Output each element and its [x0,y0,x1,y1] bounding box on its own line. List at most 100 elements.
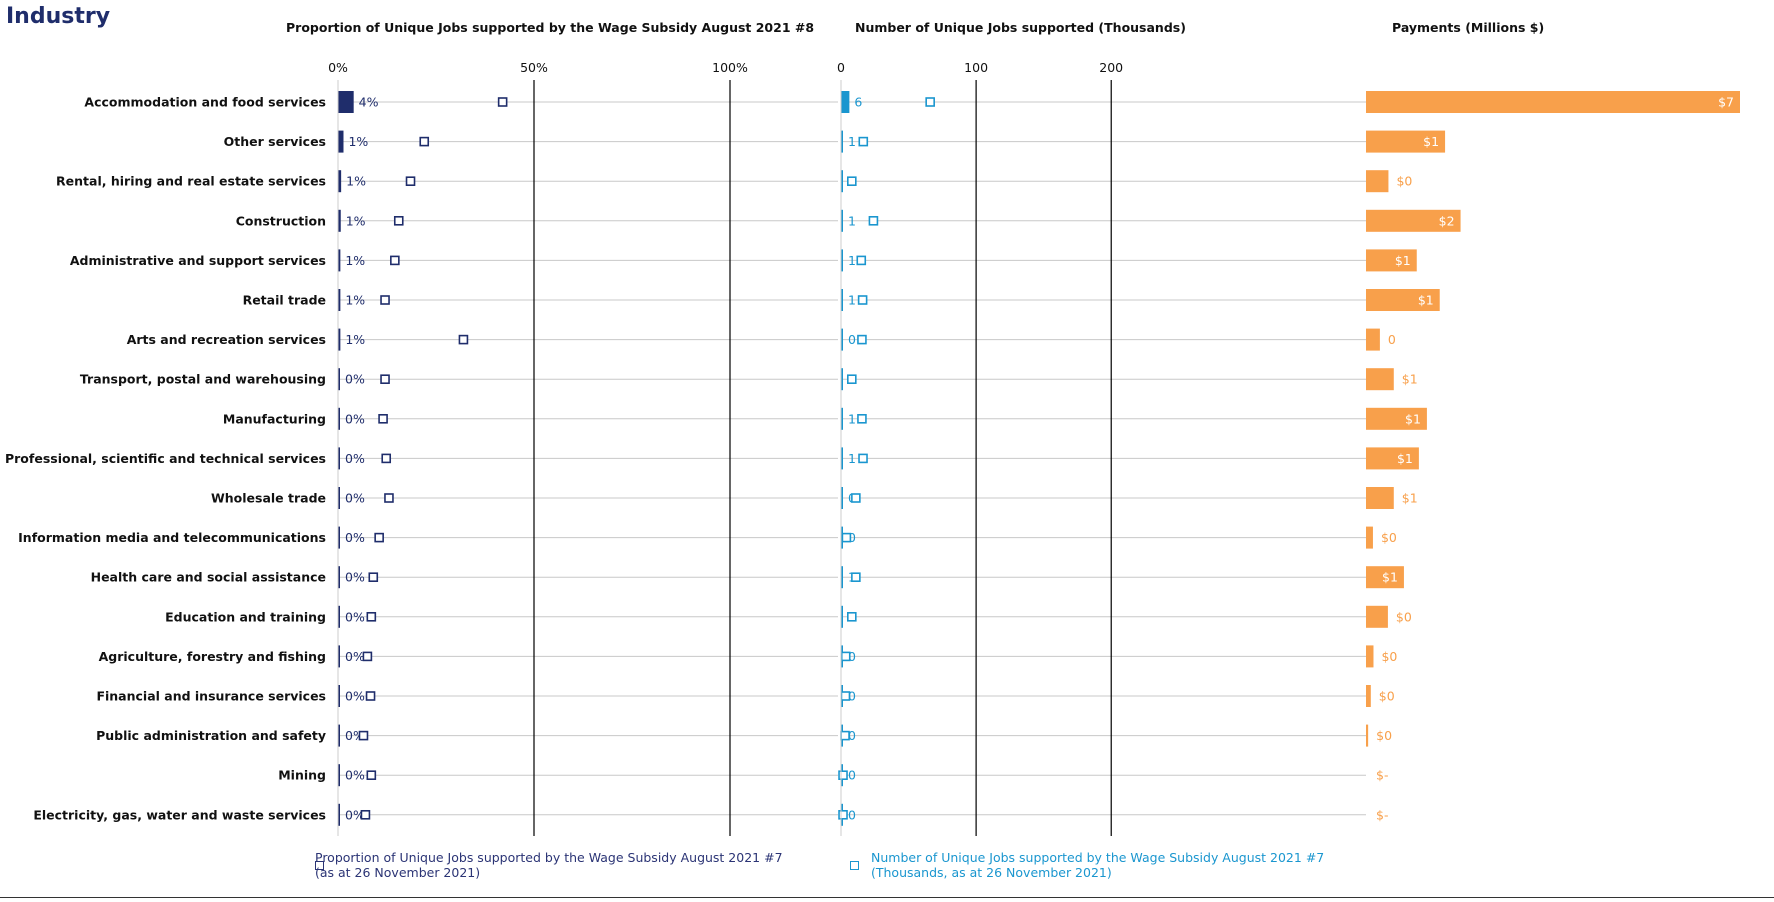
proportion-data-label: 0% [345,649,365,664]
payments-bar [1366,249,1417,272]
proportion-prev-marker [393,216,404,226]
jobs-bar [841,407,843,430]
payments-bar [1366,724,1369,747]
proportion-data-label: 1% [346,213,366,228]
payments-bar [1366,487,1394,509]
payments-data-label: $1 [1402,491,1418,506]
jobs-prev-marker [840,730,850,741]
category-label: Construction [236,213,326,228]
proportion-data-label: 1% [345,332,365,347]
jobs-prev-marker [847,611,857,622]
jobs-prev-marker [847,176,857,186]
jobs-prev-marker [840,691,851,701]
category-label: Rental, hiring and real estate services [56,174,326,189]
proportion-data-label: 4% [359,95,379,110]
category-label: Other services [224,134,326,149]
jobs-bar [841,368,843,391]
legend-marker-jobs-prev [850,861,859,870]
jobs-bar [841,328,843,351]
proportion-bar [338,645,340,668]
payments-data-label: $1 [1423,134,1439,149]
payments-bar [1366,566,1404,589]
jobs-prev-marker [851,493,861,503]
proportion-prev-marker [368,572,379,583]
legend-proportion-prev: Proportion of Unique Jobs supported by t… [315,850,783,880]
proportion-bar [338,289,341,311]
jobs-prev-marker [856,255,867,266]
proportion-bar [338,764,340,787]
jobs-data-label: 0 [848,649,856,664]
jobs-data-label: 6 [854,95,862,110]
category-label: Financial and insurance services [96,689,326,704]
category-label: Electricity, gas, water and waste servic… [33,807,326,822]
jobs-data-label: 0 [848,807,856,822]
proportion-prev-marker [366,611,377,622]
payments-data-label: $- [1376,807,1388,822]
proportion-bar [338,605,340,628]
category-label: Manufacturing [223,411,326,426]
category-label: Professional, scientific and technical s… [5,451,326,466]
proportion-bar [338,566,340,589]
jobs-bar [841,289,843,311]
jobs-tick-label: 200 [1099,60,1123,75]
jobs-data-label: 0 [848,728,856,743]
payments-bar [1366,605,1388,628]
proportion-data-label: 0% [345,807,365,822]
proportion-bar [338,487,340,509]
payments-data-label: $- [1376,768,1388,783]
proportion-tick-label: 50% [520,60,548,75]
payments-data-label: $1 [1395,253,1411,268]
jobs-bar [841,170,843,193]
payments-data-label: $0 [1396,174,1412,189]
proportion-data-label: 1% [348,134,368,149]
payments-bar [1366,407,1427,430]
payments-bar [1366,368,1394,391]
proportion-prev-marker [384,493,394,503]
jobs-prev-marker [857,295,868,305]
payments-bar [1366,447,1419,470]
payments-bar [1366,130,1446,153]
jobs-prev-marker [851,572,861,583]
jobs-tick-label: 100 [964,60,988,75]
jobs-bar [841,566,843,589]
proportion-bar [338,328,341,351]
proportion-bar [338,724,340,747]
payments-data-label: $0 [1376,728,1392,743]
proportion-prev-marker [380,295,390,305]
proportion-panel-title: Proportion of Unique Jobs supported by t… [286,20,815,35]
proportion-bar [338,526,340,549]
jobs-prev-marker [838,770,848,781]
payments-panel-title: Payments (Millions $) [1392,20,1545,35]
jobs-data-label: 1 [848,134,856,149]
category-label: Education and training [165,609,326,624]
category-label: Mining [278,768,326,783]
payments-data-label: $0 [1381,649,1397,664]
payments-data-label: $1 [1382,570,1398,585]
proportion-data-label: 0% [345,372,365,387]
jobs-prev-marker [841,532,852,543]
category-label: Information media and telecommunications [18,530,326,545]
category-label: Administrative and support services [70,253,326,268]
proportion-prev-marker [360,809,371,820]
proportion-prev-marker [374,532,384,543]
jobs-data-label: 0 [848,689,856,704]
payments-bar [1366,91,1740,113]
proportion-bar [338,170,342,193]
jobs-bar [841,447,843,470]
jobs-data-label: 1 [848,451,856,466]
jobs-bar [841,130,843,153]
jobs-prev-marker [858,136,869,147]
jobs-data-label: 0 [848,768,856,783]
legend-jobs-prev: Number of Unique Jobs supported by the W… [871,850,1325,880]
jobs-bar [841,91,850,113]
payments-bar [1366,526,1373,549]
proportion-bar [338,209,341,232]
proportion-bar [338,130,344,153]
proportion-prev-marker [362,651,373,662]
proportion-bar [338,368,340,391]
payments-bar [1366,328,1380,351]
jobs-prev-marker [868,216,879,226]
proportion-prev-marker [378,413,388,424]
category-label: Accommodation and food services [84,95,326,110]
